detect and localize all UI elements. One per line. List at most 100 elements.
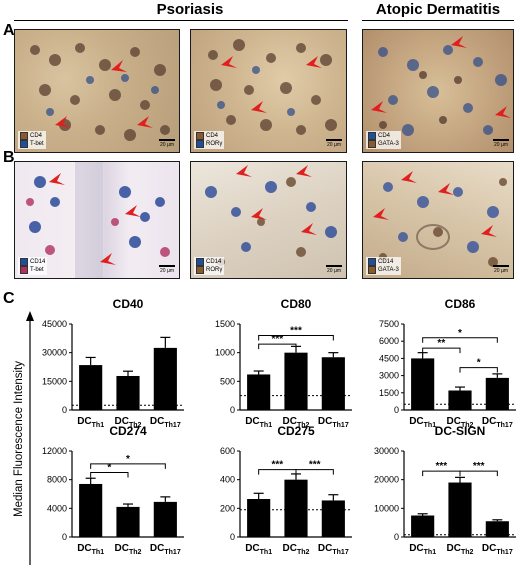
legend-swatch bbox=[368, 266, 376, 274]
tissue-texture bbox=[26, 162, 170, 278]
scale-bar-label: 20 µm bbox=[494, 268, 508, 274]
y-tick-label: 0 bbox=[394, 532, 399, 542]
significance-label: *** bbox=[271, 334, 283, 345]
chart-title: CD80 bbox=[281, 297, 312, 311]
significance-label: *** bbox=[435, 461, 447, 472]
header-atopic-dermatitis: Atopic Dermatitis bbox=[375, 1, 501, 18]
scale-bar: 20 µm bbox=[159, 139, 175, 148]
bar-th2 bbox=[116, 506, 140, 537]
micrograph-b2: CD14 RORγ 20 µm bbox=[190, 161, 347, 279]
y-tick-label: 0 bbox=[230, 405, 235, 415]
chart-title: CD274 bbox=[109, 424, 147, 438]
legend-swatch bbox=[20, 258, 28, 266]
significance-label: * bbox=[458, 328, 462, 339]
legend-label: GATA-3 bbox=[378, 141, 399, 147]
y-tick-label: 4000 bbox=[47, 503, 67, 513]
significance-bracket bbox=[90, 463, 166, 469]
chart-cd275: CD275 0 200 400 600 DCTh1 DCTh2 DCTh17 *** *** bbox=[220, 424, 352, 556]
legend-swatch bbox=[20, 266, 28, 274]
bar-th17 bbox=[153, 347, 177, 410]
legend-swatch bbox=[196, 258, 204, 266]
panel-letter-a: A bbox=[3, 22, 15, 39]
significance-bracket bbox=[459, 470, 498, 477]
significance-bracket bbox=[422, 347, 461, 354]
significance-bracket bbox=[90, 472, 129, 478]
legend-swatch bbox=[20, 140, 28, 148]
bar-th17 bbox=[321, 500, 345, 537]
y-tick-label: 30000 bbox=[42, 348, 67, 358]
arrow-markers bbox=[373, 171, 497, 237]
x-tick-label: DCTh17 bbox=[318, 416, 349, 429]
legend-label: GATA-3 bbox=[378, 267, 399, 273]
x-tick-label: DCTh17 bbox=[150, 543, 181, 556]
significance-bracket bbox=[422, 337, 498, 343]
significance-bracket bbox=[258, 334, 334, 341]
x-tick-label: DCTh2 bbox=[115, 416, 142, 429]
header-rule-psoriasis bbox=[14, 20, 348, 21]
legend-swatch bbox=[196, 132, 204, 140]
legend-swatch bbox=[368, 140, 376, 148]
chart-title: CD275 bbox=[277, 424, 315, 438]
y-tick-label: 400 bbox=[220, 475, 235, 485]
legend-swatch bbox=[196, 140, 204, 148]
bar-charts-panel: Median Fluorescence Intensity CD40015000… bbox=[13, 297, 516, 565]
y-tick-label: 1500 bbox=[379, 388, 399, 398]
significance-label: *** bbox=[271, 460, 283, 471]
micrograph-a1: CD4 T-bet 20 µm bbox=[14, 29, 180, 153]
y-tick-label: 0 bbox=[230, 532, 235, 542]
tissue-texture bbox=[30, 43, 170, 141]
legend-swatch bbox=[196, 266, 204, 274]
x-tick-label: DCTh1 bbox=[409, 416, 436, 429]
chart-cd274: CD274 0 4000 8000 12000 DCTh1 DCTh2 DCTh17 * * bbox=[42, 424, 184, 556]
y-tick-label: 600 bbox=[220, 446, 235, 456]
legend-label: RORγ bbox=[206, 141, 223, 147]
significance-bracket bbox=[295, 469, 334, 475]
y-tick-label: 1500 bbox=[215, 319, 235, 329]
x-tick-label: DCTh1 bbox=[245, 416, 272, 429]
arrow-markers bbox=[55, 60, 153, 128]
bar-th1 bbox=[411, 358, 435, 410]
legend-label: CD4 bbox=[206, 133, 219, 139]
y-tick-label: 1000 bbox=[215, 348, 235, 358]
y-tick-label: 4500 bbox=[379, 353, 399, 363]
legend-swatch bbox=[368, 258, 376, 266]
micrograph-legend: CD14 T-bet bbox=[18, 257, 48, 275]
bar-th1 bbox=[79, 365, 103, 410]
chart-cd86: CD86 0 1500 3000 4500 6000 7500 DCTh1 DCTh2 DCTh1… bbox=[379, 297, 516, 429]
legend-label: CD4 bbox=[30, 133, 43, 139]
y-tick-label: 12000 bbox=[42, 446, 67, 456]
micrograph-b3: CD14 GATA-3 20 µm bbox=[362, 161, 514, 279]
bar-th2 bbox=[116, 375, 140, 410]
chart-cd40: CD40 0 15000 30000 45000 DCTh1 DCTh2 DCTh17 bbox=[42, 297, 184, 429]
legend-label: CD14 bbox=[206, 259, 222, 265]
x-tick-label: DCTh17 bbox=[482, 416, 513, 429]
legend-label: RORγ bbox=[206, 267, 223, 273]
x-tick-label: DCTh1 bbox=[409, 543, 436, 556]
micrograph-legend: CD14 RORγ bbox=[194, 257, 225, 275]
shared-y-axis: Median Fluorescence Intensity bbox=[13, 311, 34, 565]
bar-th17 bbox=[153, 501, 177, 537]
arrow-markers bbox=[371, 36, 511, 118]
micrograph-legend: CD4 T-bet bbox=[18, 131, 46, 149]
y-tick-label: 0 bbox=[394, 405, 399, 415]
tissue-texture bbox=[371, 36, 511, 136]
x-tick-label: DCTh1 bbox=[245, 543, 272, 556]
scale-bar-label: 20 µm bbox=[160, 142, 174, 148]
y-tick-label: 20000 bbox=[374, 475, 399, 485]
bar-th1 bbox=[79, 483, 103, 537]
header-rule-atopic bbox=[362, 20, 514, 21]
legend-label: CD4 bbox=[378, 133, 391, 139]
scale-bar: 20 µm bbox=[493, 265, 509, 274]
legend-label: CD14 bbox=[30, 259, 46, 265]
chart-title: CD86 bbox=[445, 297, 476, 311]
scale-bar: 20 µm bbox=[493, 139, 509, 148]
significance-label: *** bbox=[473, 461, 485, 472]
significance-bracket bbox=[459, 367, 498, 373]
bar-th17 bbox=[485, 377, 509, 410]
y-tick-label: 15000 bbox=[42, 376, 67, 386]
bar-th2 bbox=[284, 479, 308, 537]
scale-bar: 20 µm bbox=[159, 265, 175, 274]
significance-label: * bbox=[126, 454, 130, 465]
bar-th1 bbox=[247, 374, 271, 410]
x-tick-label: DCTh1 bbox=[77, 543, 104, 556]
